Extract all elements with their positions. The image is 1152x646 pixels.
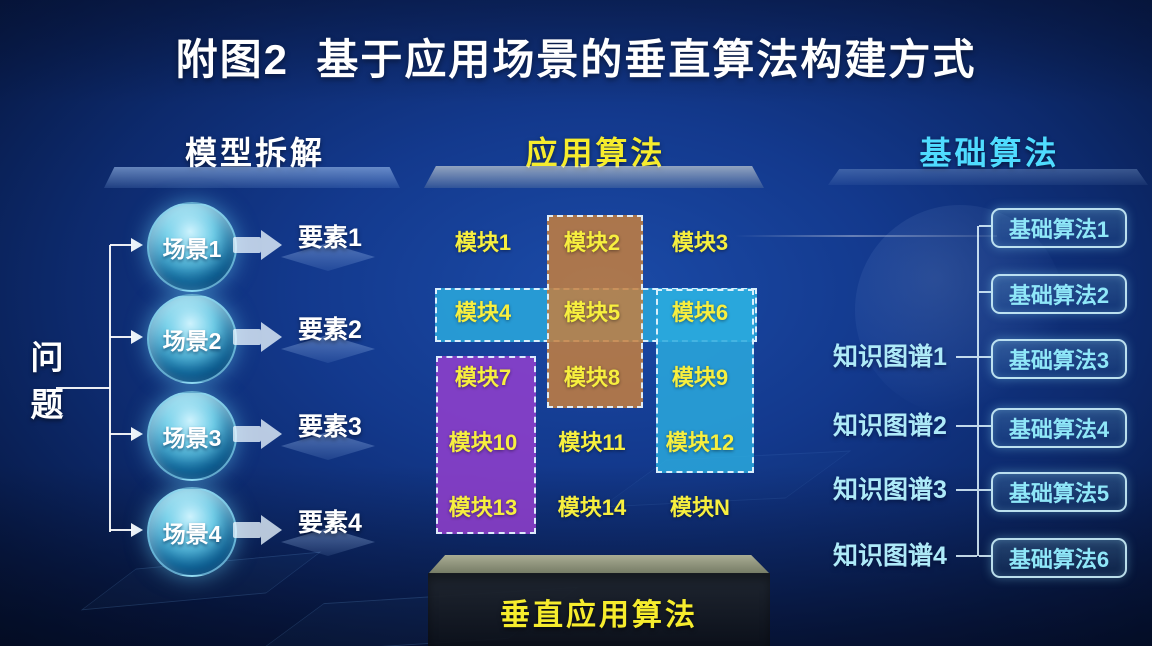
basic-algorithm-button-2: 基础算法2 bbox=[991, 274, 1127, 314]
arrow-head-icon bbox=[131, 427, 143, 441]
connector-line bbox=[56, 387, 110, 389]
fat-arrow-icon bbox=[261, 230, 282, 260]
basic-algorithm-label: 基础算法5 bbox=[1008, 481, 1110, 506]
basic-algorithm-button-6: 基础算法6 bbox=[991, 538, 1127, 578]
module-label-1: 模块1 bbox=[454, 230, 512, 255]
platform-label: 垂直应用算法 bbox=[500, 599, 698, 632]
scene-label: 场景4 bbox=[162, 521, 222, 547]
connector-line bbox=[956, 356, 977, 358]
basic-algorithm-label: 基础算法3 bbox=[1008, 348, 1110, 373]
connector-line bbox=[979, 425, 991, 427]
module-label-14: 模块14 bbox=[557, 495, 627, 520]
fat-arrow-icon bbox=[233, 329, 261, 345]
connector-line bbox=[979, 356, 991, 358]
module-label-6: 模块6 bbox=[671, 300, 729, 325]
fat-arrow-icon bbox=[233, 522, 261, 538]
lens-flare-line bbox=[735, 235, 997, 237]
basic-algorithm-button-1: 基础算法1 bbox=[991, 208, 1127, 248]
module-label-8: 模块8 bbox=[563, 365, 621, 390]
diagram-title: 附图2 基于应用场景的垂直算法构建方式 bbox=[175, 36, 977, 83]
basic-algorithm-label: 基础算法4 bbox=[1008, 417, 1110, 442]
arrow-head-icon bbox=[131, 330, 143, 344]
knowledge-graph-label-2: 知识图谱2 bbox=[833, 412, 947, 440]
basic-algorithm-label: 基础算法1 bbox=[1008, 217, 1110, 242]
module-label-10: 模块10 bbox=[448, 430, 518, 455]
fat-arrow-icon bbox=[233, 426, 261, 442]
module-label-13: 模块13 bbox=[448, 495, 518, 520]
highlight-box-cyan-column bbox=[656, 289, 754, 473]
scene-label: 场景1 bbox=[162, 236, 222, 262]
arrow-head-icon bbox=[131, 523, 143, 537]
arrow-head-icon bbox=[131, 238, 143, 252]
header-basic-algorithms: 基础算法 bbox=[919, 135, 1060, 171]
platform-top-face bbox=[428, 555, 770, 574]
knowledge-graph-label-4: 知识图谱4 bbox=[833, 542, 947, 570]
highlight-box-purple-column bbox=[436, 356, 536, 534]
scene-bubble-1: 场景1 bbox=[147, 202, 237, 292]
bracket-line bbox=[109, 245, 111, 532]
connector-line bbox=[979, 225, 991, 227]
right-tree-vertical-line bbox=[977, 226, 979, 556]
connector-line bbox=[956, 555, 977, 557]
basic-algorithm-button-5: 基础算法5 bbox=[991, 472, 1127, 512]
header-application-algorithms: 应用算法 bbox=[525, 135, 666, 171]
module-label-7: 模块7 bbox=[454, 365, 512, 390]
highlight-box-orange-column bbox=[547, 215, 643, 408]
element-label-1: 要素1 bbox=[298, 224, 362, 252]
background-globe bbox=[855, 205, 1065, 415]
connector-line bbox=[956, 425, 977, 427]
connector-line bbox=[110, 529, 132, 531]
connector-line bbox=[110, 244, 132, 246]
knowledge-graph-label-1: 知识图谱1 bbox=[833, 343, 947, 371]
module-label-n: 模块N bbox=[670, 495, 730, 520]
basic-algorithm-button-4: 基础算法4 bbox=[991, 408, 1127, 448]
scene-label: 场景2 bbox=[162, 328, 222, 354]
module-label-5: 模块5 bbox=[563, 300, 621, 325]
scene-bubble-2: 场景2 bbox=[147, 294, 237, 384]
scene-label: 场景3 bbox=[162, 425, 222, 451]
element-label-3: 要素3 bbox=[298, 413, 362, 441]
element-label-2: 要素2 bbox=[298, 316, 362, 344]
basic-algorithm-label: 基础算法6 bbox=[1008, 547, 1110, 572]
basic-algorithm-button-3: 基础算法3 bbox=[991, 339, 1127, 379]
module-label-9: 模块9 bbox=[671, 365, 729, 390]
module-label-11: 模块11 bbox=[558, 430, 626, 455]
connector-line bbox=[110, 433, 132, 435]
connector-line bbox=[979, 291, 991, 293]
connector-line bbox=[110, 336, 132, 338]
banner-left bbox=[104, 167, 400, 188]
scene-bubble-4: 场景4 bbox=[147, 487, 237, 577]
platform-front-face bbox=[428, 573, 770, 646]
fat-arrow-icon bbox=[261, 322, 282, 352]
fat-arrow-icon bbox=[261, 515, 282, 545]
module-label-2: 模块2 bbox=[563, 230, 621, 255]
basic-algorithm-label: 基础算法2 bbox=[1008, 283, 1110, 308]
banner-middle bbox=[424, 166, 764, 188]
module-label-3: 模块3 bbox=[671, 230, 729, 255]
connector-line bbox=[979, 555, 991, 557]
header-model-decomposition: 模型拆解 bbox=[184, 135, 325, 171]
banner-right bbox=[828, 169, 1148, 185]
connector-line bbox=[956, 489, 977, 491]
element-label-4: 要素4 bbox=[298, 509, 362, 537]
fat-arrow-icon bbox=[233, 237, 261, 253]
module-label-12: 模块12 bbox=[665, 430, 735, 455]
module-label-4: 模块4 bbox=[454, 300, 512, 325]
fat-arrow-icon bbox=[261, 419, 282, 449]
scene-bubble-3: 场景3 bbox=[147, 391, 237, 481]
connector-line bbox=[979, 489, 991, 491]
knowledge-graph-label-3: 知识图谱3 bbox=[833, 476, 947, 504]
problem-label: 问题 bbox=[26, 340, 63, 434]
